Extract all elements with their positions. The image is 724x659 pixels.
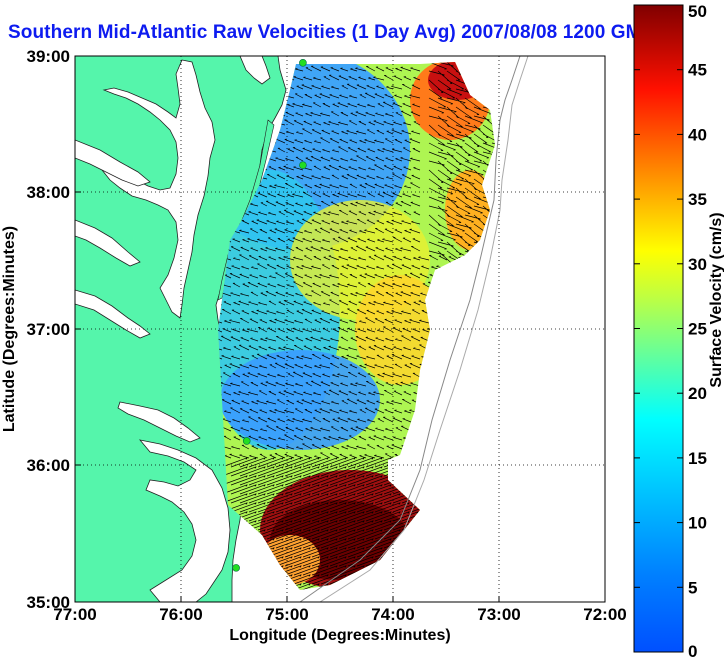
radar-station-marker — [242, 437, 251, 445]
chesapeake-bay — [101, 59, 216, 319]
shelf-contour — [299, 56, 521, 602]
map-title: Southern Mid-Atlantic Raw Velocities (1 … — [8, 22, 654, 43]
y-tick-label: 39:00 — [27, 47, 70, 66]
colorbar-ticks: 0 5 10 15 20 25 30 35 40 45 50 — [634, 2, 707, 659]
colorbar-tick-label: 30 — [688, 255, 707, 274]
colorbar — [633, 4, 684, 653]
colorbar-tick-label: 45 — [688, 61, 707, 80]
y-tick-label: 36:00 — [27, 456, 70, 475]
colorbar-tick-label: 15 — [688, 449, 707, 468]
x-tick-label: 77:00 — [53, 605, 96, 624]
radar-station-marker — [299, 59, 307, 67]
x-tick-label: 73:00 — [477, 605, 520, 624]
y-axis-label: Latitude (Degrees:Minutes) — [1, 226, 18, 432]
pamlico-sound — [138, 439, 231, 602]
x-tick-label: 74:00 — [371, 605, 414, 624]
x-tick-label: 76:00 — [159, 605, 202, 624]
colorbar-tick-label: 10 — [688, 514, 707, 533]
colorbar-tick-label: 25 — [688, 320, 707, 339]
grid-lines — [75, 56, 605, 602]
x-axis-label: Longitude (Degrees:Minutes) — [229, 627, 450, 644]
colorbar-tick-label: 40 — [688, 125, 707, 144]
y-tick-label: 37:00 — [27, 320, 70, 339]
colorbar-tick-label: 0 — [688, 642, 697, 659]
tick-marks — [74, 55, 606, 603]
colorbar-label: Surface Velocity (cm/s) — [708, 212, 724, 387]
colorbar-tick-label: 5 — [688, 578, 697, 597]
hf-radar-stations — [232, 59, 307, 572]
colorbar-tick-label: 35 — [688, 190, 707, 209]
radar-station-marker — [299, 161, 307, 169]
colorbar-tick-label: 50 — [688, 2, 707, 21]
x-tick-label: 75:00 — [265, 605, 308, 624]
x-tick-label: 72:00 — [583, 605, 626, 624]
y-tick-label: 38:00 — [27, 183, 70, 202]
colorbar-tick-label: 20 — [688, 384, 707, 403]
radar-station-marker — [232, 564, 240, 572]
y-tick-label: 35:00 — [27, 593, 70, 612]
